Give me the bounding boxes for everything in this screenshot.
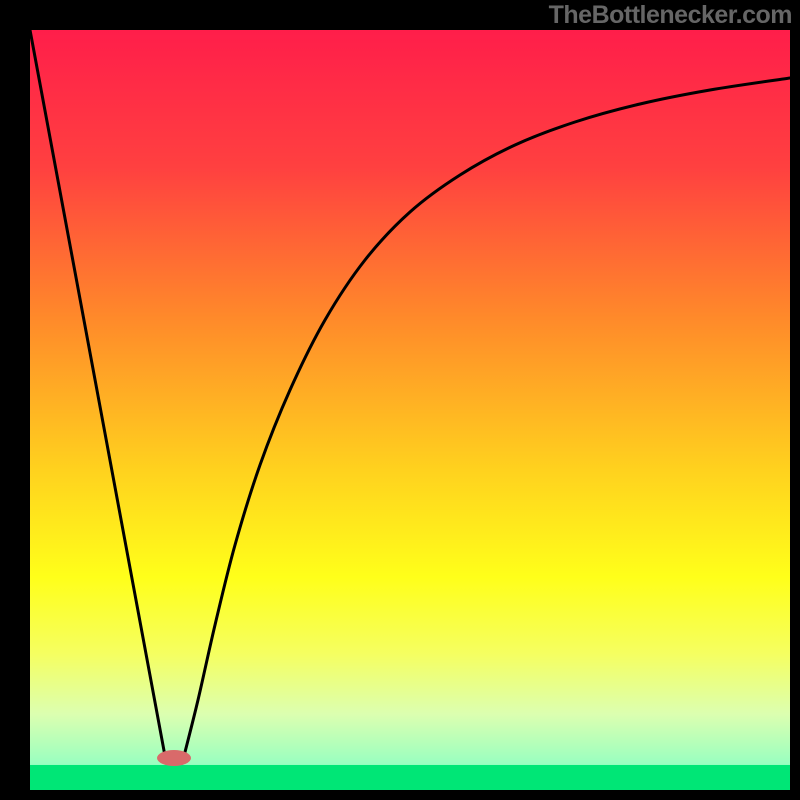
watermark-text: TheBottlenecker.com [549,1,792,30]
chart-root: TheBottlenecker.com [0,0,800,800]
plot-gradient-background [30,30,790,790]
bottom-green-band [30,765,790,790]
optimum-marker [157,750,191,766]
chart-svg [0,0,800,800]
